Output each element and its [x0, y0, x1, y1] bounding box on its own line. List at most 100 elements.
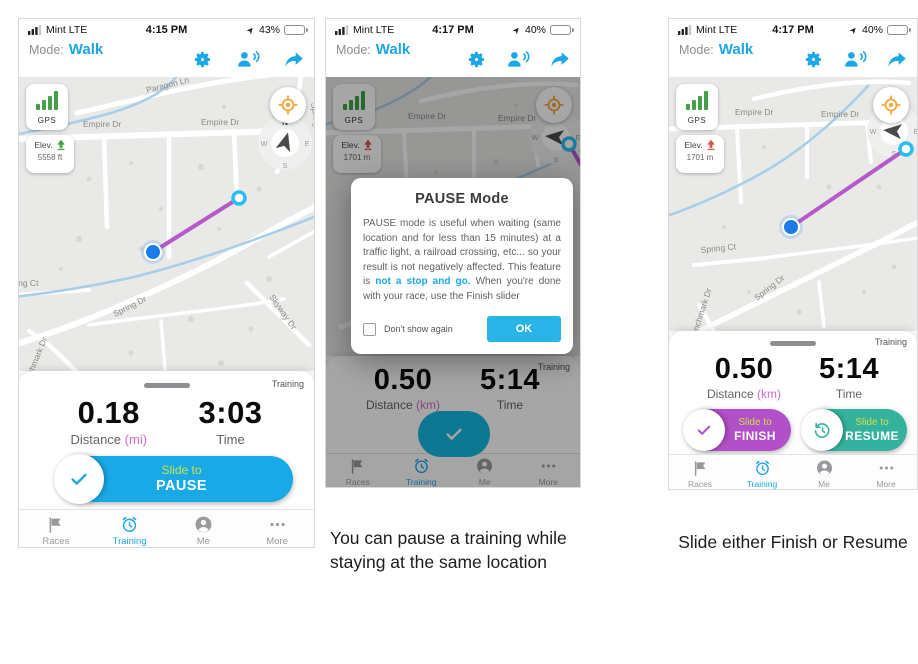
- ok-button[interactable]: OK: [487, 316, 561, 342]
- distance-value: 0.18: [77, 395, 140, 430]
- audio-coach-icon[interactable]: [843, 50, 867, 68]
- svg-text:W: W: [261, 141, 268, 148]
- svg-text:Empire Dr: Empire Dr: [201, 117, 239, 127]
- stats-row: 0.18 Distance (mi) 3:03 Time: [19, 371, 314, 447]
- svg-text:Spring Dr: Spring Dr: [111, 293, 148, 318]
- pause-slider-knob[interactable]: [54, 454, 104, 504]
- settings-gear-icon[interactable]: [804, 50, 823, 69]
- elevation-up-icon: [363, 139, 372, 151]
- tab-me[interactable]: Me: [453, 454, 517, 487]
- tab-bar: Races Training Me More: [19, 509, 314, 547]
- slide-to-resume-slider[interactable]: Slide to RESUME: [801, 409, 907, 451]
- battery-group: ➤ 40%: [848, 24, 911, 36]
- current-location-marker: [782, 218, 800, 236]
- resume-check-button[interactable]: [418, 411, 490, 457]
- tab-more[interactable]: More: [855, 455, 917, 489]
- current-location-marker: [144, 243, 162, 261]
- locate-me-button[interactable]: [873, 87, 909, 123]
- gps-signal-badge: GPS: [333, 84, 375, 130]
- compass-needle-icon: [883, 124, 903, 140]
- tab-more[interactable]: More: [240, 510, 314, 547]
- battery-icon: [284, 24, 308, 36]
- tab-races[interactable]: Races: [669, 455, 731, 489]
- svg-text:Empire Dr: Empire Dr: [83, 119, 121, 129]
- map-view[interactable]: Empire Dr Empire Dr Spring Ct Spring Dr …: [669, 77, 917, 331]
- audio-coach-icon[interactable]: [236, 50, 260, 68]
- tab-races[interactable]: Races: [326, 454, 390, 487]
- distance-stat: 0.50 Distance (km): [707, 353, 781, 401]
- battery-group: ➤ 40%: [511, 24, 574, 36]
- tab-more[interactable]: More: [517, 454, 581, 487]
- phone-screenshot-pause-slider: Mint LTE 4:15 PM ➤ 43% Mode: Walk: [18, 18, 315, 548]
- stats-row: 0.50 Distance (km) 5:14 Time: [326, 356, 580, 412]
- map-view[interactable]: Paragon Ln Empire Dr Empire Dr Spring Dr…: [19, 77, 314, 371]
- caption-pause-explanation: You can pause a training while staying a…: [330, 528, 567, 573]
- mode-label: Mode:: [336, 43, 371, 57]
- elevation-badge: Elev. 5558 ft: [26, 135, 74, 173]
- share-arrow-icon[interactable]: [550, 51, 570, 68]
- svg-text:Spring Ct: Spring Ct: [19, 278, 39, 288]
- tab-races[interactable]: Races: [19, 510, 93, 547]
- street-labels: Empire Dr Empire Dr: [408, 111, 536, 123]
- distance-unit: (km): [757, 387, 781, 401]
- dont-show-again-checkbox[interactable]: [363, 322, 376, 336]
- route-start-marker: [898, 141, 914, 157]
- tab-training[interactable]: Training: [93, 510, 167, 547]
- distance-label: Distance: [365, 398, 413, 412]
- audio-coach-icon[interactable]: [506, 50, 530, 68]
- locate-me-button[interactable]: [536, 87, 572, 123]
- compass-needle-icon: [545, 130, 565, 146]
- tab-me[interactable]: Me: [793, 455, 855, 489]
- route-track: [779, 141, 914, 239]
- tab-me[interactable]: Me: [167, 510, 241, 547]
- compass-needle-icon: [275, 132, 291, 153]
- settings-gear-icon[interactable]: [467, 50, 486, 69]
- mode-value[interactable]: Walk: [375, 41, 411, 58]
- mode-value[interactable]: Walk: [718, 41, 754, 58]
- alarm-clock-icon: [755, 460, 769, 476]
- carrier-group: Mint LTE: [335, 24, 394, 36]
- tab-label-me: Me: [818, 479, 830, 489]
- tab-training[interactable]: Training: [390, 454, 454, 487]
- resume-slider-knob[interactable]: [801, 409, 843, 451]
- history-clock-icon: [814, 422, 829, 438]
- locate-me-button[interactable]: [270, 87, 306, 123]
- carrier-label: Mint LTE: [46, 24, 88, 36]
- slide-to-label: Slide to: [161, 463, 202, 478]
- locate-target-icon: [881, 95, 901, 115]
- status-time: 4:17 PM: [432, 24, 474, 36]
- flag-icon: [49, 517, 62, 533]
- distance-label: Distance: [706, 387, 754, 401]
- tab-bar: Races Training Me More: [669, 454, 917, 489]
- share-arrow-icon[interactable]: [887, 51, 907, 68]
- mode-value[interactable]: Walk: [68, 41, 104, 58]
- sheet-drag-handle[interactable]: [770, 341, 816, 346]
- slide-to-finish-slider[interactable]: Slide to FINISH: [683, 409, 791, 451]
- dialog-body: PAUSE mode is useful when waiting (same …: [363, 217, 561, 304]
- compass[interactable]: N S W E: [258, 116, 312, 170]
- elevation-badge: Elev. 1701 m: [333, 135, 381, 173]
- share-arrow-icon[interactable]: [284, 51, 304, 68]
- status-time: 4:15 PM: [145, 24, 188, 36]
- svg-text:Spring Dr: Spring Dr: [309, 102, 314, 139]
- elevation-up-icon: [706, 139, 715, 151]
- dialog-footer: Don't show again OK: [363, 316, 561, 342]
- settings-gear-icon[interactable]: [193, 50, 212, 69]
- slide-to-label: Slide to: [855, 416, 889, 428]
- carrier-label: Mint LTE: [353, 24, 395, 36]
- elev-label: Elev.: [684, 140, 703, 150]
- phone-screenshot-finish-resume: Mint LTE 4:17 PM ➤ 40% Mode: Walk: [668, 18, 918, 490]
- time-value: 5:14: [818, 353, 880, 385]
- mode-bar: Mode: Walk: [669, 41, 917, 77]
- map-canvas: Empire Dr Empire Dr Spring Ct Spring Dr …: [669, 79, 917, 331]
- tab-label-me: Me: [478, 477, 491, 487]
- map-canvas: Paragon Ln Empire Dr Empire Dr Spring Dr…: [19, 77, 314, 371]
- tab-training[interactable]: Training: [731, 455, 793, 489]
- elevation-value: 1701 m: [343, 153, 371, 162]
- sheet-drag-handle[interactable]: [143, 383, 190, 388]
- finish-slider-knob[interactable]: [683, 409, 725, 451]
- elevation-value: 1701 m: [686, 153, 714, 162]
- tab-label-training: Training: [746, 479, 778, 489]
- ellipsis-icon: [541, 464, 555, 468]
- slide-to-pause-slider[interactable]: Slide to PAUSE: [54, 454, 293, 504]
